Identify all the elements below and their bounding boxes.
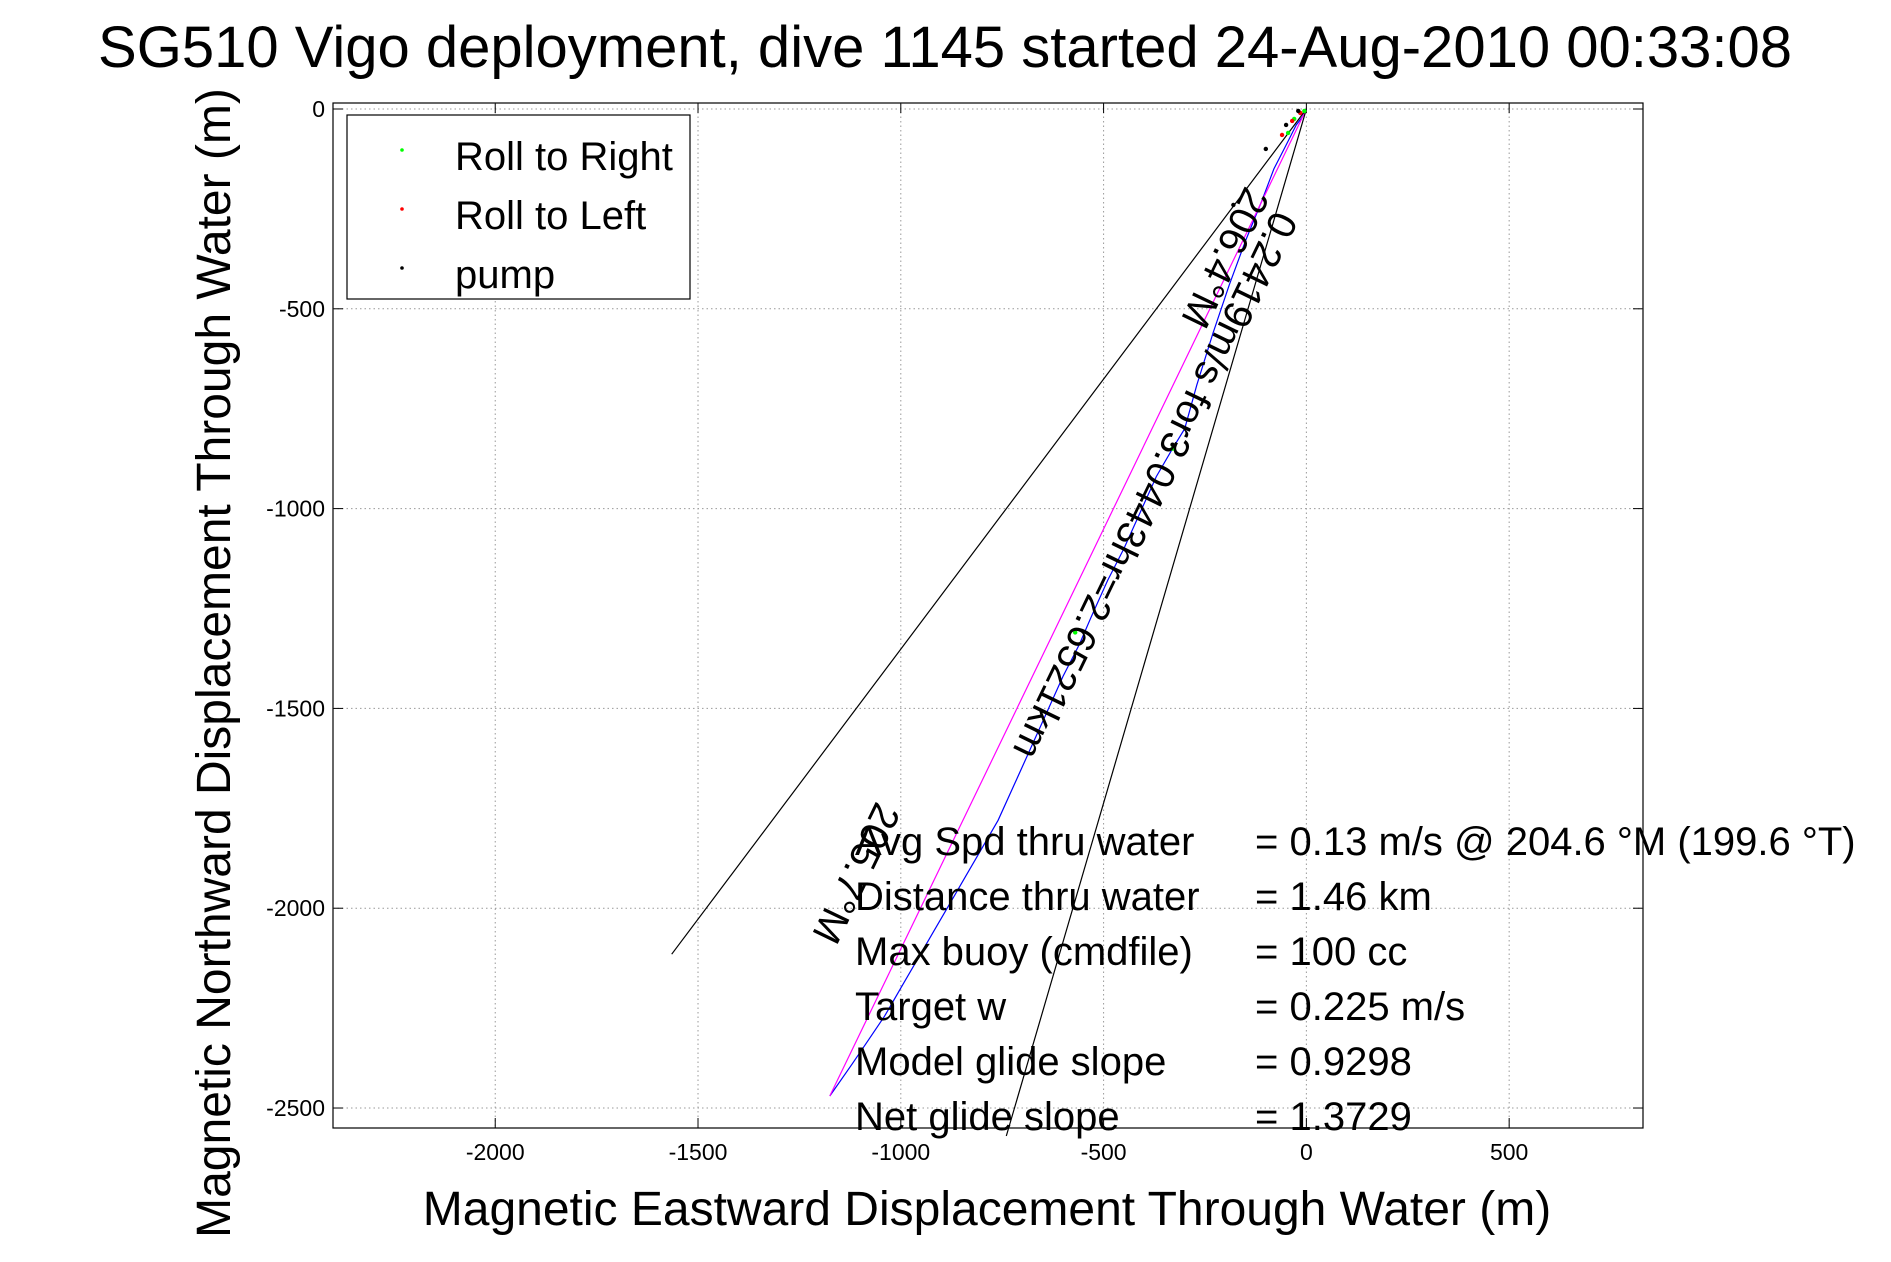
marker-roll-right <box>1072 630 1078 635</box>
track-annotation-1: 0.2419m/s for3.0443hr=2.6521km <box>1004 205 1305 766</box>
y-axis-label: Magnetic Northward Displacement Through … <box>188 88 241 1238</box>
marker-pump <box>1283 122 1289 128</box>
marker-roll-left <box>1279 132 1285 138</box>
series-line-3 <box>1005 108 1307 1137</box>
y-tick-label: 0 <box>312 96 325 122</box>
legend-label-roll-right: Roll to Right <box>455 135 673 179</box>
plot-frame <box>332 102 1644 1129</box>
y-tick-label: -1500 <box>266 695 325 721</box>
y-tick-label: -500 <box>279 296 325 322</box>
marker-pump <box>1296 108 1301 114</box>
axis-ticks: -2000 -1500 -1000 -500 0 500 0 -500 -1000 -1500 -2… <box>266 96 1643 1165</box>
series-line-0 <box>829 108 1307 1097</box>
x-tick-label: -1500 <box>669 1139 728 1165</box>
x-tick-label: 500 <box>1490 1139 1528 1165</box>
marker-pump <box>1231 202 1236 208</box>
y-tick-label: -2000 <box>266 895 325 921</box>
data-markers <box>1072 108 1307 635</box>
legend-marker-pump <box>400 266 404 270</box>
stat-value-net-glide: = 1.3729 <box>1255 1095 1412 1139</box>
x-tick-label: -500 <box>1081 1139 1127 1165</box>
x-tick-label: -1000 <box>871 1139 930 1165</box>
chart-title: SG510 Vigo deployment, dive 1145 started… <box>98 15 1792 80</box>
marker-pump <box>1263 146 1269 152</box>
stat-value-max-buoy: = 100 cc <box>1255 930 1407 974</box>
x-tick-label: -2000 <box>466 1139 525 1165</box>
stat-value-model-glide: = 0.9298 <box>1255 1040 1412 1084</box>
stats-block: Avg Spd thru water = 0.13 m/s @ 204.6 °M… <box>855 820 1856 1139</box>
marker-roll-right <box>1170 446 1175 451</box>
stat-label-net-glide: Net glide slope <box>855 1095 1120 1139</box>
series-lines <box>671 108 1307 1137</box>
x-tick-label: 0 <box>1300 1139 1313 1165</box>
series-line-1 <box>829 108 1307 1097</box>
marker-roll-right <box>1302 108 1307 114</box>
marker-roll-right <box>1285 130 1291 136</box>
stat-value-avg-speed: = 0.13 m/s @ 204.6 °M (199.6 °T) <box>1255 820 1856 864</box>
x-axis-label: Magnetic Eastward Displacement Through W… <box>423 1183 1551 1236</box>
legend-marker-roll-right <box>400 148 404 152</box>
y-tick-label: -2500 <box>266 1095 325 1121</box>
marker-pump <box>1170 442 1175 447</box>
stat-label-model-glide: Model glide slope <box>855 1040 1166 1084</box>
legend-label-pump: pump <box>455 253 555 297</box>
y-tick-label: -1000 <box>266 496 325 522</box>
legend-marker-roll-left <box>400 207 404 211</box>
legend: Roll to Right Roll to Left pump <box>346 114 691 300</box>
stat-label-distance: Distance thru water <box>855 875 1200 919</box>
stat-label-target-w: Target w <box>855 985 1006 1029</box>
stat-value-target-w: = 0.225 m/s <box>1255 985 1465 1029</box>
stat-value-distance: = 1.46 km <box>1255 875 1432 919</box>
series-line-2 <box>671 108 1307 955</box>
marker-roll-left <box>1289 118 1295 124</box>
stat-label-max-buoy: Max buoy (cmdfile) <box>855 930 1193 974</box>
legend-label-roll-left: Roll to Left <box>455 194 646 238</box>
stat-label-avg-speed: Avg Spd thru water <box>855 820 1194 864</box>
legend-box <box>346 114 691 300</box>
